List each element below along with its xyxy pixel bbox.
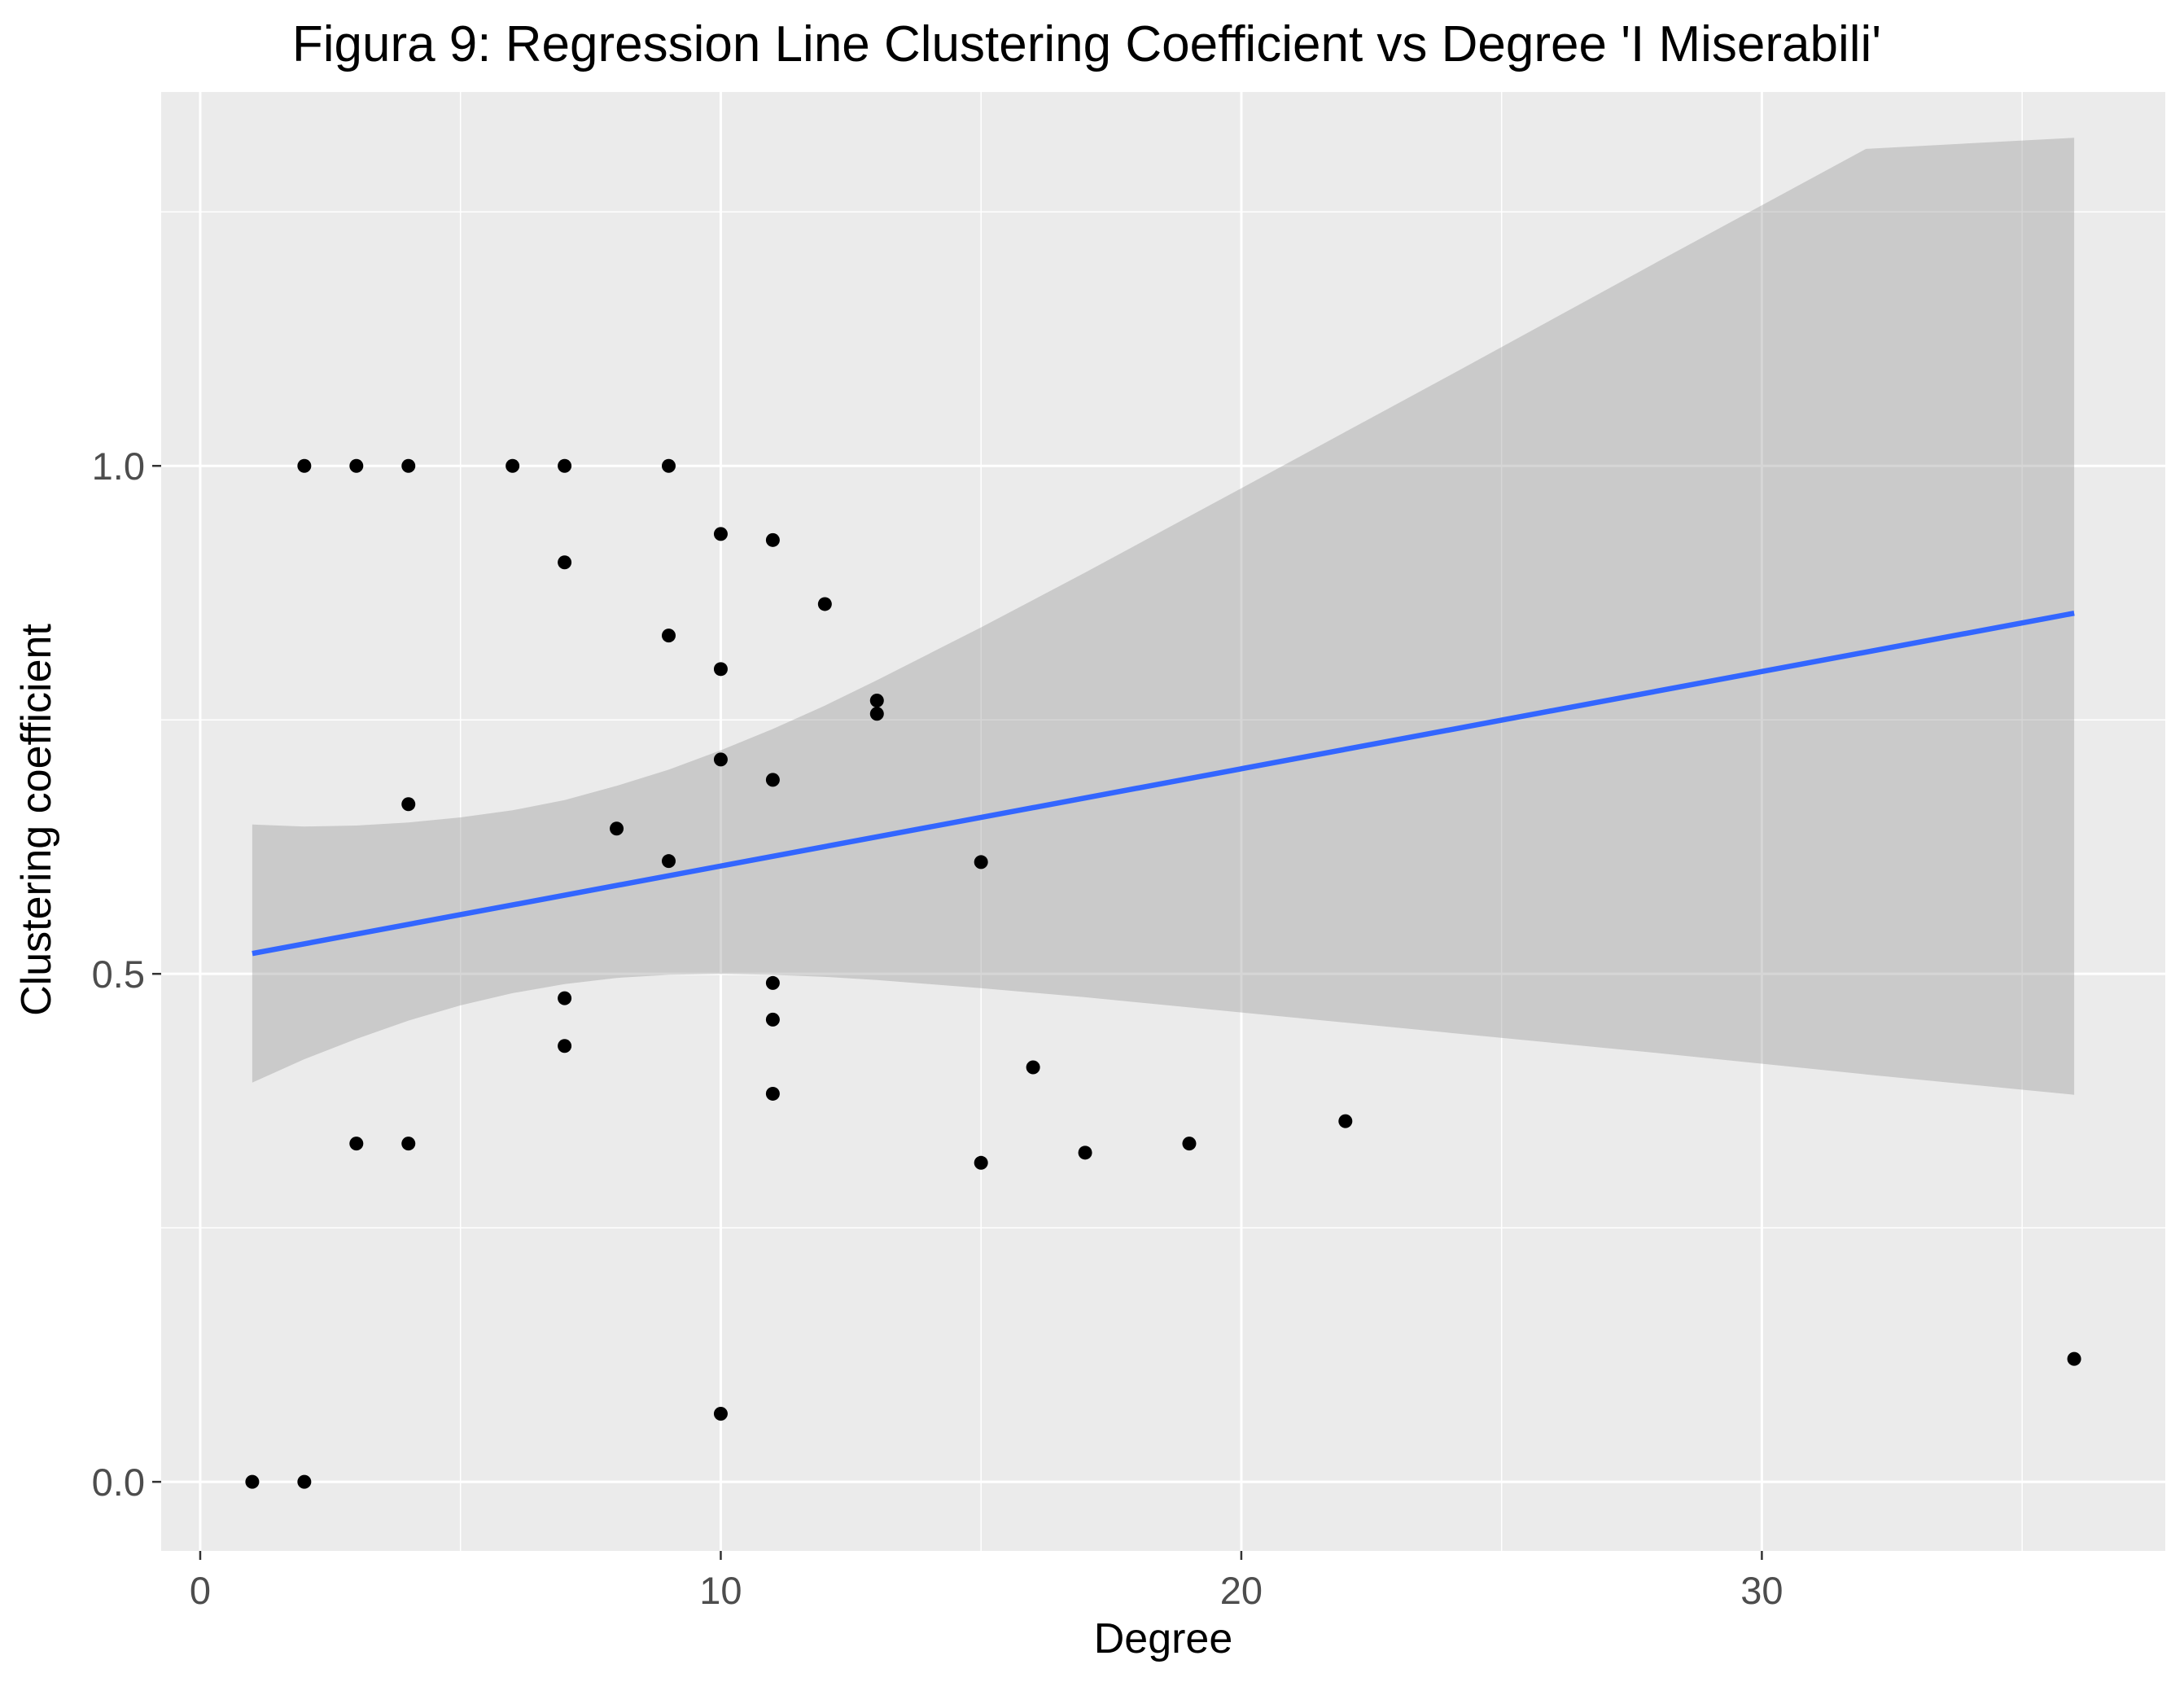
data-point [558,458,572,473]
chart-title: Figura 9: Regression Line Clustering Coe… [292,16,1881,72]
major-gridlines [161,92,2165,1551]
data-point [1026,1060,1040,1075]
data-point [1078,1145,1092,1160]
data-point [610,821,624,836]
minor-gridlines [161,92,2165,1551]
y-tick-label: 1.0 [92,445,145,488]
data-point [297,458,312,473]
x-tick-label: 20 [1220,1569,1263,1612]
data-point [713,662,728,677]
data-points [245,458,2081,1489]
x-tick-label: 0 [190,1569,211,1612]
data-point [401,1137,416,1151]
data-point [713,752,728,767]
x-axis-ticks: 0 10 20 30 [190,1551,1784,1612]
data-point [558,1039,572,1053]
y-tick-label: 0.0 [92,1461,145,1504]
data-point [974,1155,988,1170]
regression-line [252,610,2075,957]
data-point [349,458,364,473]
data-point [506,458,520,473]
y-axis-title: Clustering coefficient [13,624,60,1016]
data-point [765,532,780,547]
data-point [765,773,780,787]
x-axis-title: Degree [1094,1615,1233,1662]
y-tick-label: 0.5 [92,953,145,996]
data-point [869,707,884,721]
data-point [297,1474,312,1489]
data-point [661,854,676,869]
data-point [1182,1137,1197,1151]
data-point [765,1012,780,1027]
data-point [1338,1114,1353,1128]
data-point [401,458,416,473]
data-point [2067,1351,2081,1366]
data-point [558,555,572,570]
data-point [661,458,676,473]
confidence-band [252,138,2075,1095]
data-point [401,797,416,812]
data-point [713,1407,728,1421]
data-point [765,975,780,990]
data-point [869,693,884,707]
x-tick-label: 10 [699,1569,742,1612]
data-point [558,991,572,1005]
data-point [974,855,988,869]
data-point [765,1086,780,1101]
data-point [817,597,832,611]
data-point [661,629,676,643]
data-point [349,1137,364,1151]
x-tick-label: 30 [1740,1569,1783,1612]
plot-panel [161,92,2165,1551]
data-point [713,527,728,541]
data-point [245,1474,260,1489]
y-axis-ticks: 0.0 0.5 1.0 [92,445,161,1504]
